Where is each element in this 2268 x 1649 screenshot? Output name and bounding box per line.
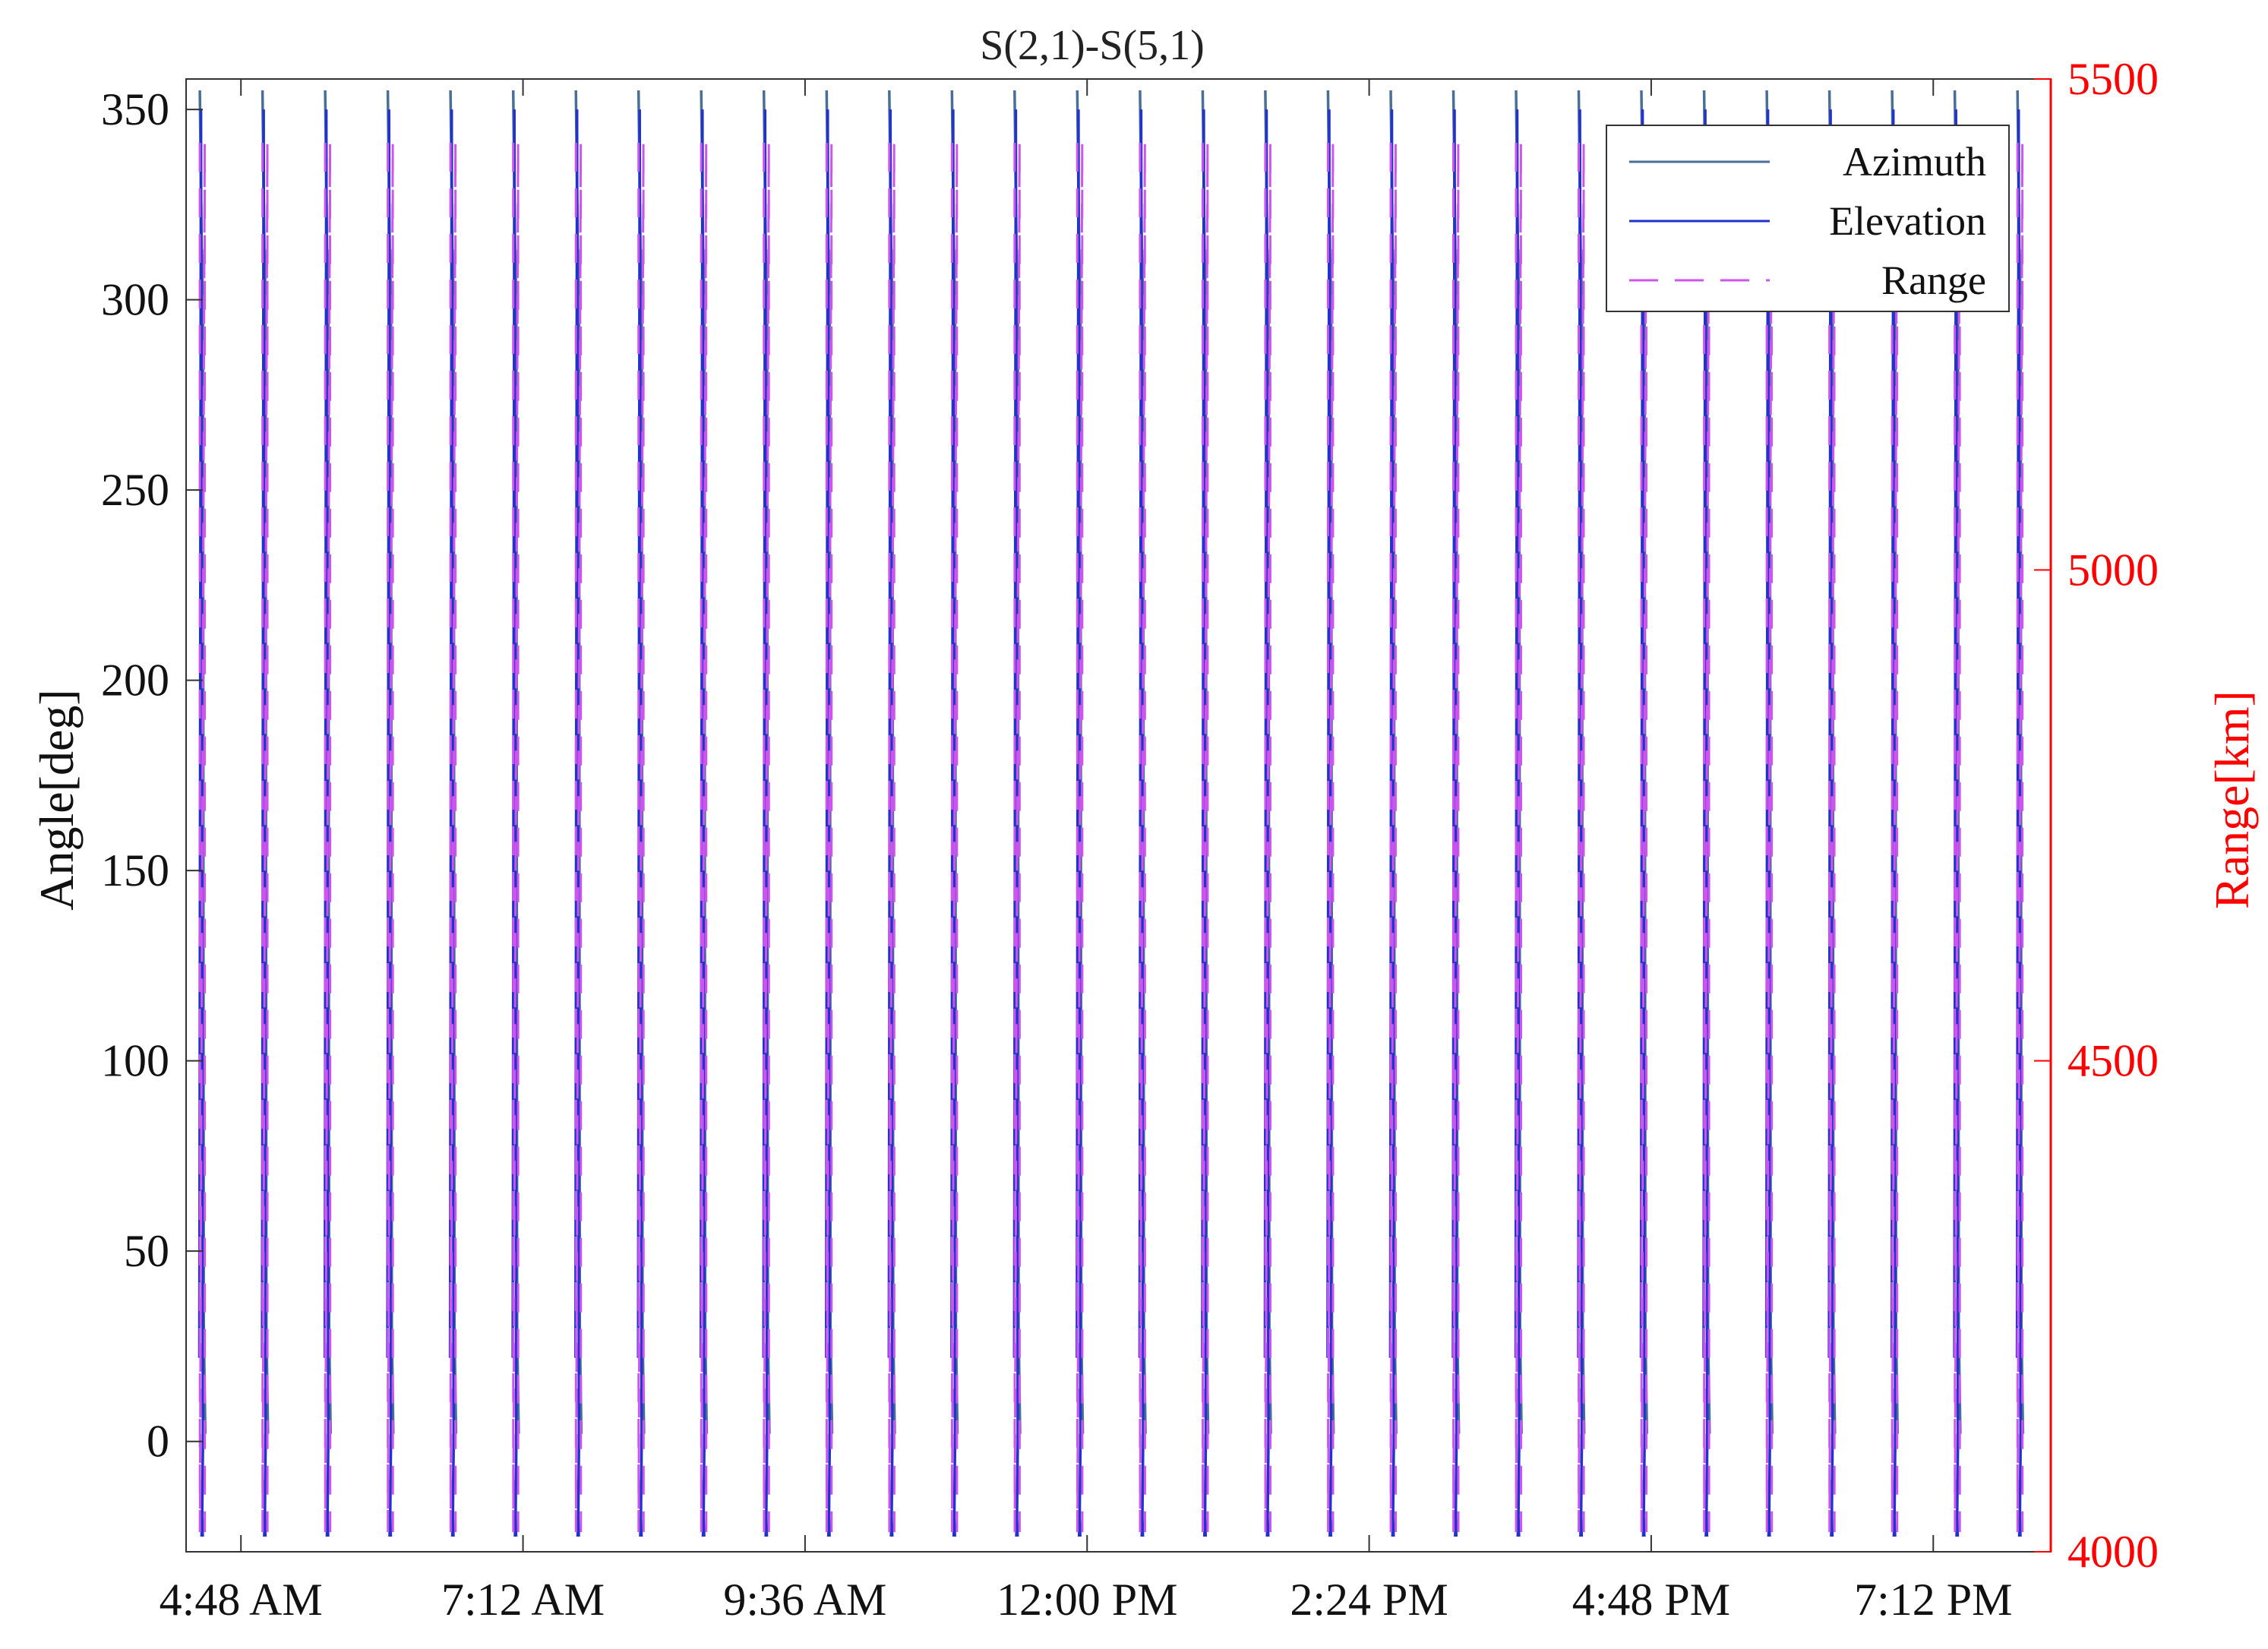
series-elevation-pass xyxy=(1263,109,1270,1537)
series-elevation-pass xyxy=(1451,109,1458,1537)
series-elevation-pass xyxy=(1388,109,1395,1537)
series-elevation-pass xyxy=(1138,109,1145,1537)
series-elevation-pass xyxy=(2015,109,2023,1537)
series-range-pass xyxy=(1264,142,1271,1533)
y2-axis-label: Range[km] xyxy=(2205,690,2259,909)
series-elevation-pass xyxy=(636,109,643,1537)
series-range-pass xyxy=(1578,142,1585,1533)
x-tick-label: 4:48 AM xyxy=(160,1575,323,1625)
series-elevation-pass xyxy=(448,109,456,1537)
series-range-pass xyxy=(1828,142,1836,1533)
series-range-pass xyxy=(1640,142,1648,1533)
series-elevation-pass xyxy=(1639,109,1646,1537)
series-elevation-pass xyxy=(762,109,769,1537)
series-elevation-pass xyxy=(699,109,706,1537)
plot-area xyxy=(185,78,2052,1553)
series-elevation-pass xyxy=(1201,109,1208,1537)
y2-tick-label: 5500 xyxy=(2067,54,2159,104)
series-range-pass xyxy=(1954,142,1961,1533)
series-elevation-pass xyxy=(1326,109,1333,1537)
series-elevation-pass xyxy=(887,109,894,1537)
legend-box xyxy=(1606,125,2010,312)
y-tick-label: 150 xyxy=(101,845,169,896)
series-range-pass xyxy=(449,142,457,1533)
series-range-pass xyxy=(1076,142,1084,1533)
series-range-pass xyxy=(1013,142,1021,1533)
series-range-pass xyxy=(198,142,207,1533)
series-elevation-pass xyxy=(261,109,267,1537)
x-axis: 4:48 AM 7:12 AM 9:36 AM 12:00 PM 2:24 PM 4:48… xyxy=(160,79,2012,1625)
series-elevation-pass xyxy=(1764,109,1771,1537)
series-range-pass xyxy=(261,142,269,1533)
series-range-pass xyxy=(1703,142,1710,1533)
series-elevation-pass xyxy=(1827,109,1834,1537)
y-axis-left: 0 50 100 150 200 250 300 350 xyxy=(101,84,203,1467)
series-range-pass xyxy=(950,142,959,1533)
series-range-pass xyxy=(637,142,645,1533)
y-tick-label: 0 xyxy=(147,1417,169,1467)
series-range xyxy=(198,142,2024,1533)
series-range-pass xyxy=(825,142,833,1533)
series-range-pass xyxy=(1891,142,1899,1533)
x-tick-label: 9:36 AM xyxy=(723,1575,886,1625)
series-elevation-pass xyxy=(1702,109,1709,1537)
series-range-pass xyxy=(1765,142,1774,1533)
legend: Azimuth Elevation Range xyxy=(1606,125,2010,312)
chart-title: S(2,1)-S(5,1) xyxy=(980,22,1205,69)
y-tick-label: 250 xyxy=(101,465,169,515)
y-tick-label: 300 xyxy=(101,275,169,325)
x-tick-label: 4:48 PM xyxy=(1572,1575,1730,1625)
series-elevation-pass xyxy=(386,109,393,1537)
legend-label: Elevation xyxy=(1829,198,1986,244)
y-tick-label: 200 xyxy=(101,655,169,706)
series-range-pass xyxy=(1389,142,1397,1533)
series-range-pass xyxy=(1515,142,1523,1533)
y-tick-label: 50 xyxy=(124,1226,169,1276)
series-range-pass xyxy=(1201,142,1209,1533)
series-range-pass xyxy=(512,142,520,1533)
series-range-pass xyxy=(1452,142,1460,1533)
y-tick-label: 350 xyxy=(101,84,169,134)
series-elevation-pass xyxy=(1953,109,1960,1537)
y-axis-label: Angle[deg] xyxy=(30,689,84,910)
series-range-pass xyxy=(1139,142,1146,1533)
y-axis-right: 4000 4500 5000 5500 xyxy=(2034,54,2159,1577)
series-elevation-pass xyxy=(1577,109,1584,1537)
series-elevation-pass xyxy=(824,109,832,1537)
series-range-pass xyxy=(700,142,708,1533)
series-range-pass xyxy=(1326,142,1335,1533)
legend-label: Azimuth xyxy=(1843,139,1986,185)
series-elevation-pass xyxy=(950,109,957,1537)
series-elevation-pass xyxy=(1514,109,1521,1537)
y2-tick-label: 4500 xyxy=(2067,1036,2159,1086)
series-range-pass xyxy=(324,142,332,1533)
series-range-pass xyxy=(763,142,770,1533)
x-tick-label: 2:24 PM xyxy=(1290,1575,1448,1625)
y2-tick-label: 5000 xyxy=(2067,545,2159,595)
y2-tick-label: 4000 xyxy=(2067,1527,2159,1577)
x-tick-label: 7:12 AM xyxy=(441,1575,605,1625)
series-elevation-pass xyxy=(1012,109,1019,1537)
series-layer xyxy=(197,90,2025,1537)
x-tick-label: 12:00 PM xyxy=(997,1575,1177,1625)
y-tick-label: 100 xyxy=(101,1036,169,1086)
series-elevation-pass xyxy=(511,109,518,1537)
plot-frame xyxy=(185,78,2052,1553)
x-tick-label: 7:12 PM xyxy=(1854,1575,2012,1625)
series-range-pass xyxy=(574,142,583,1533)
series-range-pass xyxy=(888,142,896,1533)
series-elevation-pass xyxy=(323,109,330,1537)
series-elevation-pass xyxy=(1076,109,1082,1537)
series-elevation-pass xyxy=(573,109,581,1537)
series-elevation xyxy=(197,109,2023,1537)
legend-label: Range xyxy=(1881,257,1986,303)
series-range-pass xyxy=(2016,142,2024,1533)
series-elevation-pass xyxy=(1890,109,1897,1537)
series-range-pass xyxy=(387,142,394,1533)
